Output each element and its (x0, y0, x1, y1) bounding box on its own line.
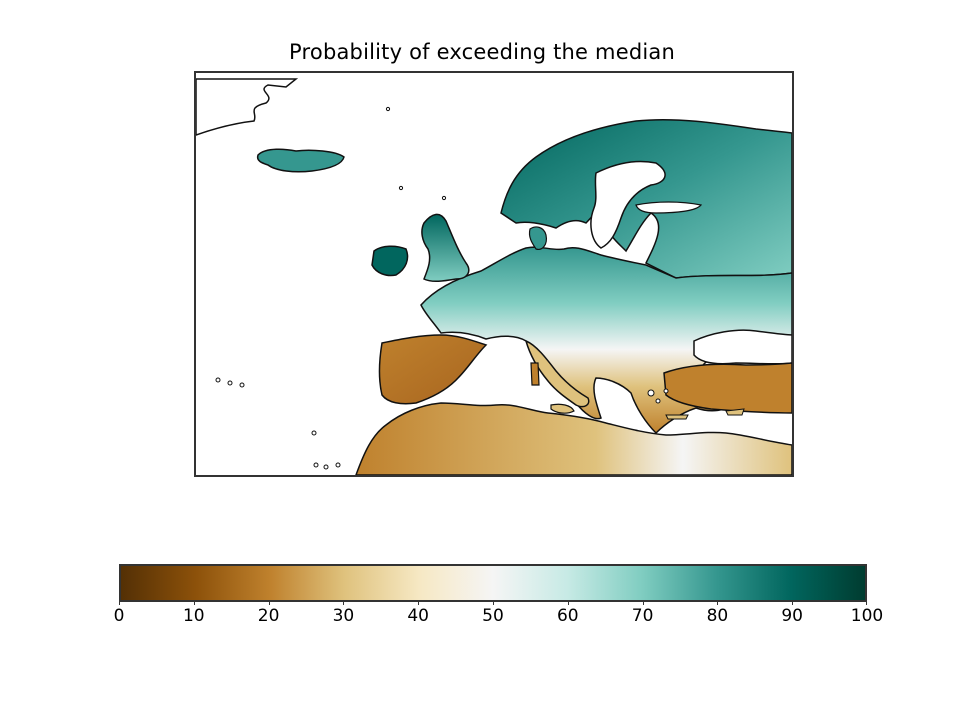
colorbar-tick-label: 50 (482, 606, 504, 626)
cyprus (725, 408, 745, 416)
colorbar-tick-mark (268, 600, 270, 605)
iceland (256, 148, 345, 173)
colorbar-tick-label: 10 (182, 606, 205, 626)
colorbar-tick-label: 90 (781, 606, 803, 626)
colorbar-tick-mark (493, 600, 494, 605)
colorbar-tick-mark (119, 600, 120, 605)
anatolia (663, 362, 792, 414)
black-sea (693, 329, 792, 365)
colorbar-tick-label: 0 (113, 606, 125, 626)
colorbar-tick-mark (193, 600, 195, 605)
colorbar-tick-mark (567, 600, 569, 605)
ireland (371, 245, 409, 277)
colorbar-tick-label: 40 (407, 606, 429, 626)
colorbar (119, 564, 867, 602)
colorbar-tick-mark (792, 600, 794, 605)
colorbar-tick-mark (343, 600, 345, 605)
colorbar-tick-label: 20 (257, 606, 280, 626)
colorbar-tick-label: 100 (850, 606, 884, 626)
colorbar-tick-mark (717, 600, 719, 605)
sicily (550, 403, 575, 414)
baltic-sea (590, 160, 666, 249)
colorbar-tick-label: 30 (332, 606, 355, 626)
greenland-coast (196, 78, 299, 136)
north-africa (355, 402, 792, 475)
colorbar-tick-mark (642, 600, 644, 605)
colorbar-tick-mark (866, 600, 867, 605)
map-title: Probability of exceeding the median (289, 40, 675, 64)
denmark (528, 226, 547, 250)
iberia (378, 334, 488, 405)
map-panel (194, 71, 794, 477)
sardinia (530, 362, 540, 386)
gulf-of-finland (635, 201, 703, 214)
colorbar-tick-label: 60 (556, 606, 579, 626)
colorbar-ticks: 0 10 20 30 40 50 60 70 80 90 100 (114, 600, 883, 636)
scandinavia (500, 118, 792, 279)
europe-map (196, 78, 792, 475)
great-britain (421, 213, 470, 283)
crete (665, 414, 689, 420)
colorbar-tick-label: 80 (706, 606, 729, 626)
colorbar-tick-mark (418, 600, 420, 605)
italy (524, 339, 590, 408)
colorbar-tick-label: 70 (631, 606, 654, 626)
